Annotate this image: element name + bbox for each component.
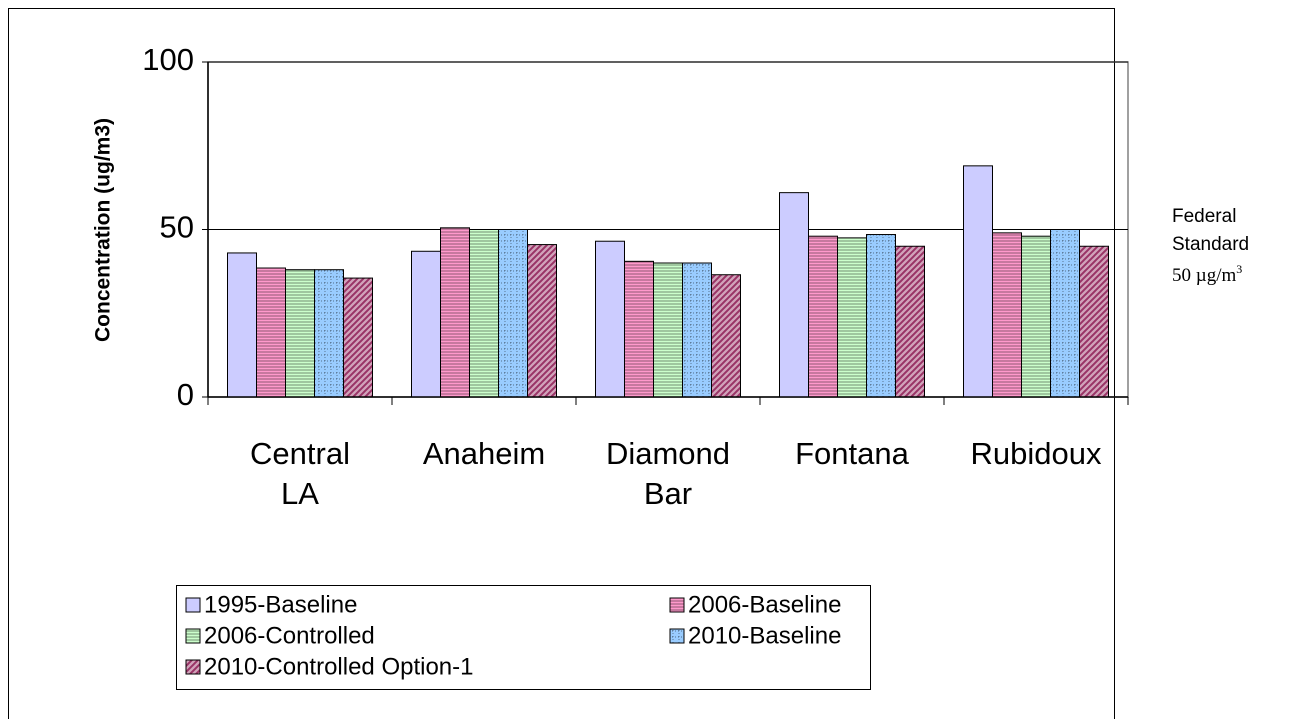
legend-box bbox=[176, 585, 871, 690]
bar bbox=[595, 240, 625, 398]
bar bbox=[1021, 235, 1051, 398]
annotation: 50 µg/m3 bbox=[1172, 262, 1242, 287]
x-tick-label: Fontana bbox=[795, 436, 910, 471]
legend-swatch bbox=[185, 659, 201, 675]
legend-swatch bbox=[185, 628, 201, 644]
legend-label: 2010-Baseline bbox=[688, 622, 841, 649]
bar bbox=[469, 229, 499, 398]
bar bbox=[1050, 229, 1080, 398]
x-tick-label: LA bbox=[281, 476, 319, 511]
bar bbox=[779, 192, 809, 398]
bar bbox=[837, 237, 867, 398]
chart-frame bbox=[8, 8, 1115, 719]
bar bbox=[498, 229, 528, 398]
legend-label: 2010-Controlled Option-1 bbox=[204, 653, 474, 680]
bar bbox=[653, 262, 683, 398]
y-axis-title: Concentration (ug/m3) bbox=[92, 118, 115, 342]
bar bbox=[711, 274, 741, 398]
x-tick-label: Bar bbox=[644, 476, 692, 511]
bar bbox=[1079, 245, 1109, 398]
bar bbox=[285, 269, 315, 398]
bar bbox=[440, 227, 470, 398]
x-tick-label: Diamond bbox=[606, 436, 730, 471]
annotation: Standard bbox=[1172, 234, 1249, 255]
bar bbox=[624, 260, 654, 398]
bar bbox=[527, 244, 557, 398]
x-tick-label: Central bbox=[250, 436, 350, 471]
bar bbox=[963, 165, 993, 398]
bar bbox=[808, 235, 838, 398]
legend-swatch bbox=[669, 628, 685, 644]
bar bbox=[411, 250, 441, 398]
legend-swatch bbox=[669, 597, 685, 613]
bar bbox=[682, 262, 712, 398]
bar bbox=[866, 234, 896, 398]
bar bbox=[256, 267, 286, 398]
legend-label: 2006-Controlled bbox=[204, 622, 375, 649]
bar bbox=[992, 232, 1022, 398]
legend-swatch bbox=[185, 597, 201, 613]
bar bbox=[343, 277, 373, 398]
x-tick-label: Rubidoux bbox=[971, 436, 1102, 471]
annotation-sup: 3 bbox=[1236, 262, 1242, 276]
bar bbox=[314, 269, 344, 398]
bar bbox=[227, 252, 257, 398]
legend-label: 1995-Baseline bbox=[204, 591, 357, 618]
y-tick-label: 0 bbox=[177, 377, 194, 412]
annotation: Federal bbox=[1172, 206, 1236, 227]
annotation-value: 50 µg/m bbox=[1172, 265, 1236, 286]
y-tick-label: 100 bbox=[142, 42, 194, 77]
y-tick-label: 50 bbox=[160, 210, 194, 245]
legend-label: 2006-Baseline bbox=[688, 591, 841, 618]
x-tick-label: Anaheim bbox=[423, 436, 545, 471]
bar bbox=[895, 245, 925, 398]
